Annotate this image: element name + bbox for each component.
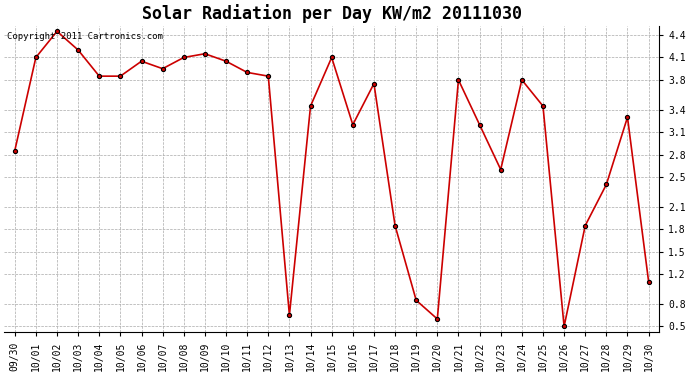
Title: Solar Radiation per Day KW/m2 20111030: Solar Radiation per Day KW/m2 20111030 — [141, 4, 522, 23]
Text: Copyright 2011 Cartronics.com: Copyright 2011 Cartronics.com — [8, 32, 164, 41]
